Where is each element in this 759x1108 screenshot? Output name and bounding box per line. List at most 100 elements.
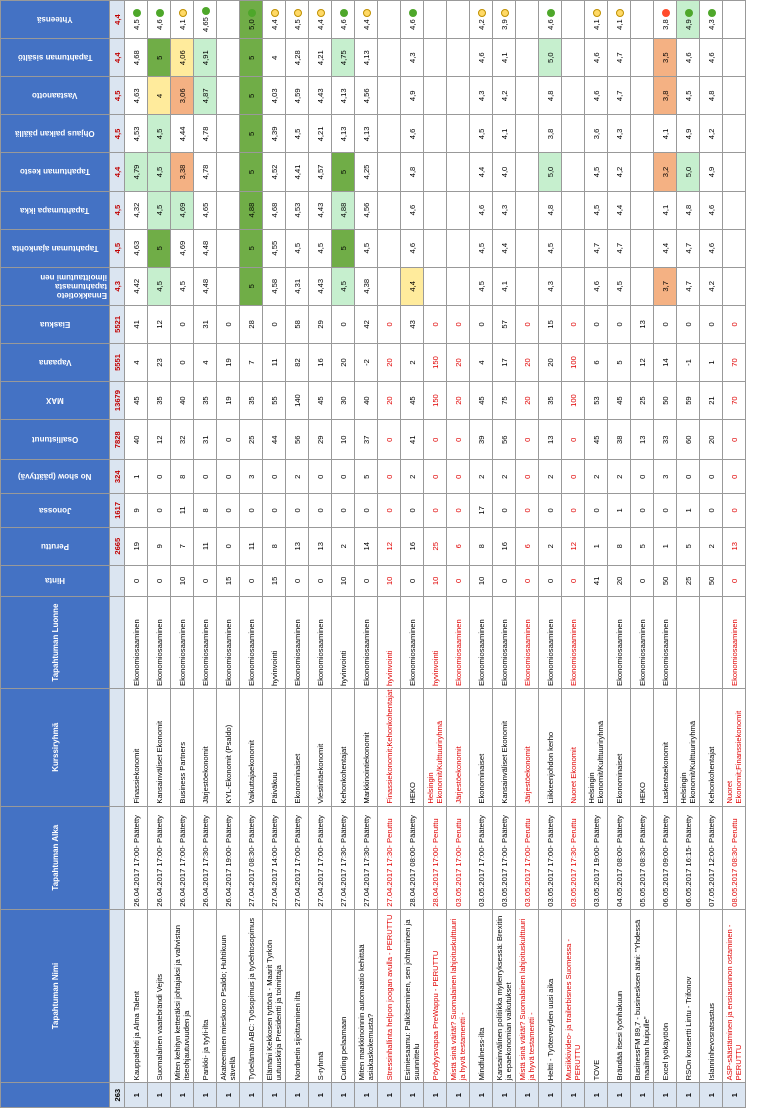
queue-count: 0	[239, 493, 263, 528]
score-reception: 4,6	[584, 76, 608, 115]
score-timing: 4,5	[285, 229, 309, 268]
score-guidance: 4,2	[699, 114, 723, 153]
score-content: 4,13	[354, 38, 378, 77]
table-row[interactable]: 1 Heltti - Työterveyden uusi aika 03.05.20…	[538, 0, 562, 1108]
header-content[interactable]: Tapahtuman sisältö	[0, 38, 110, 77]
table-row[interactable]: 1 Brändää itsesi työnhakuun 04.05.2017 08:…	[607, 0, 631, 1108]
header-venue[interactable]: Tapahtumapa ikka	[0, 191, 110, 230]
event-name: S-ryhmä	[308, 909, 332, 1083]
noshow-count: 0	[699, 459, 723, 494]
header-free[interactable]: Vapaana	[0, 343, 110, 382]
score-venue	[423, 191, 447, 230]
attended-count: 60	[676, 419, 700, 460]
header-group[interactable]: Kurssiryhmä	[0, 688, 110, 807]
free-count: 1	[699, 343, 723, 382]
total-max: 13679	[109, 381, 125, 420]
table-row[interactable]: 1 Elämäni Kekkosen tyttönä - Maarit Tyrkö…	[262, 0, 286, 1108]
header-noshow[interactable]: No show (päättyvä)	[0, 459, 110, 494]
price: 0	[630, 565, 654, 597]
header-timing[interactable]: Tapahtuman ajankohta	[0, 229, 110, 268]
header-cancelled[interactable]: Peruttu	[0, 527, 110, 566]
event-status: - Peruttu	[522, 818, 532, 848]
table-row[interactable]: 1 Pöydyysvapaa PreWappu - PERUTTU 28.04.20…	[423, 0, 447, 1108]
header-type[interactable]: Tapahtuman Luonne	[0, 596, 110, 689]
free-count: 16	[308, 343, 332, 382]
table-row[interactable]: 1 Miten kehityn ketteräksi johtajaksi ja …	[170, 0, 194, 1108]
event-name: Excel työkäytöön	[653, 909, 677, 1083]
score-duration: 5,0	[676, 152, 700, 192]
table-row[interactable]: 1 ASP-säästäminen ja ensiasunnon ostamine…	[722, 0, 746, 1108]
header-duration[interactable]: Tapahtuman kesto	[0, 152, 110, 192]
table-row[interactable]: 1 Pankki- ja tyyli-ilta 26.04.2017 17:30- …	[193, 0, 217, 1108]
score-duration: 4,25	[354, 152, 378, 192]
table-row[interactable]: 1 Akateeminen mieskuoro Psaldo; Huhtikuun…	[216, 0, 240, 1108]
header-total[interactable]: Yhteensä	[0, 0, 110, 39]
price: 0	[285, 565, 309, 597]
table-row[interactable]: 1 Miten markkinoinnin automaatio kehittää…	[354, 0, 378, 1108]
score-venue: 4,8	[676, 191, 700, 230]
total-attended: 7828	[109, 419, 125, 460]
max-count: 19	[216, 381, 240, 420]
table-row[interactable]: 1 Islanninhevosratsastus 07.05.2017 12:00-…	[699, 0, 723, 1108]
table-row[interactable]: 1 Curling pelaamaan 27.04.2017 17:30- Päät…	[331, 0, 355, 1108]
table-row[interactable]: 1 Excel työkäytöön 06.05.2017 09:00- Pääte…	[653, 0, 677, 1108]
attended-count: 0	[561, 419, 585, 460]
attended-count: 40	[124, 419, 148, 460]
course-group: Helsingin Ekonomit/Kulttuuriryhmä	[676, 688, 700, 807]
event-status: - Päätetty	[499, 815, 509, 848]
responses-count: 41	[124, 305, 148, 344]
score-total: 4,5	[285, 0, 309, 39]
event-type: Ekonomiosaaminen	[239, 596, 263, 689]
free-count: 150	[423, 343, 447, 382]
event-start: 26.04.2017 19:00- Päätetty	[216, 806, 240, 910]
table-row[interactable]: 1 Kauppalehti ja Alma Talent 26.04.2017 17…	[124, 0, 148, 1108]
table-row[interactable]: 1 BusinessFM 89,7 - businesksen ääni: "Yh…	[630, 0, 654, 1108]
header-start[interactable]: Tapahtuman Alka	[0, 806, 110, 910]
header-max[interactable]: MAX	[0, 381, 110, 420]
header-guidance[interactable]: Ohjaus paikan päällä	[0, 114, 110, 153]
rating-indicator-icon	[661, 9, 670, 18]
table-row[interactable]: 1 Mistä sinä väität? Suomalainen lahjoitu…	[515, 0, 539, 1108]
course-group: Ekonominaiset	[469, 688, 493, 807]
event-start-date: 27.04.2017 17:30	[361, 847, 371, 907]
score-duration: 4,57	[308, 152, 332, 192]
table-row[interactable]: 1 Kansainvälinen politiikka myllerryksess…	[492, 0, 516, 1108]
table-row[interactable]: 1 Nordnetin sijoittaminen ilta 27.04.2017 …	[285, 0, 309, 1108]
cancelled-count: 2	[331, 527, 355, 566]
cancelled-count: 13	[285, 527, 309, 566]
event-start: 03.05.2017 17:00- Peruttu	[515, 806, 539, 910]
score-guidance: 4,9	[676, 114, 700, 153]
responses-count: 0	[607, 305, 631, 344]
row-index: 1	[331, 1082, 355, 1108]
header-price[interactable]: Hinta	[0, 565, 110, 597]
event-type: hyvinvointi	[262, 596, 286, 689]
header-reception[interactable]: Vastaanotto	[0, 76, 110, 115]
header-name[interactable]: Tapahtuman Nimi	[0, 909, 110, 1083]
table-row[interactable]: 1 TOVE 03.05.2017 19:00- Päätetty Helsingin…	[584, 0, 608, 1108]
event-name: Mistä sinä väität? Suomalainen lahjoitus…	[515, 909, 539, 1083]
responses-count: 28	[239, 305, 263, 344]
price: 0	[239, 565, 263, 597]
table-row[interactable]: 1 S-ryhmä 27.04.2017 17:00- Päätetty Viesti…	[308, 0, 332, 1108]
header-responses[interactable]: Eiaskua	[0, 305, 110, 344]
score-timing	[515, 229, 539, 268]
table-row[interactable]: 1 Mistä sinä väität? Suomalainen lahjoitu…	[446, 0, 470, 1108]
table-row[interactable]: 1 Suomalainen vaatebrändi Vejits 26.04.201…	[147, 0, 171, 1108]
header-queue[interactable]: Jonossa	[0, 493, 110, 528]
noshow-count: 2	[584, 459, 608, 494]
table-row[interactable]: 1 Musiikkivideo- ja trailerbisnes Suomess…	[561, 0, 585, 1108]
header-preinfo[interactable]: Ennakkotieto tapahtumasta ilmoittautumi …	[0, 267, 110, 306]
table-row[interactable]: 1 Esimiesaamu: Palkitseminen, sen johtami…	[400, 0, 424, 1108]
score-content: 4,91	[193, 38, 217, 77]
table-row[interactable]: 1 RSOn konsertti Lintu - Trifonov 06.05.20…	[676, 0, 700, 1108]
course-group: Laskentaekonomit	[653, 688, 677, 807]
table-row[interactable]: 1 Stressinhallinta helpon joogan avulla -…	[377, 0, 401, 1108]
course-group: Markkinointiekonomit	[354, 688, 378, 807]
table-row[interactable]: 1 Mindfulness-ilta 03.05.2017 17:00- Pääte…	[469, 0, 493, 1108]
course-group: Kehonkohentajat	[331, 688, 355, 807]
course-group: Helsingin Ekonomit/Kulttuuriryhmä	[423, 688, 447, 807]
event-name: Esimiesaamu: Palkitseminen, sen johtamin…	[400, 909, 424, 1083]
score-duration: 3,38	[170, 152, 194, 192]
table-row[interactable]: 1 Työelämän ABC: Työsopimus ja työehtosop…	[239, 0, 263, 1108]
header-attended[interactable]: Osallistunut	[0, 419, 110, 460]
